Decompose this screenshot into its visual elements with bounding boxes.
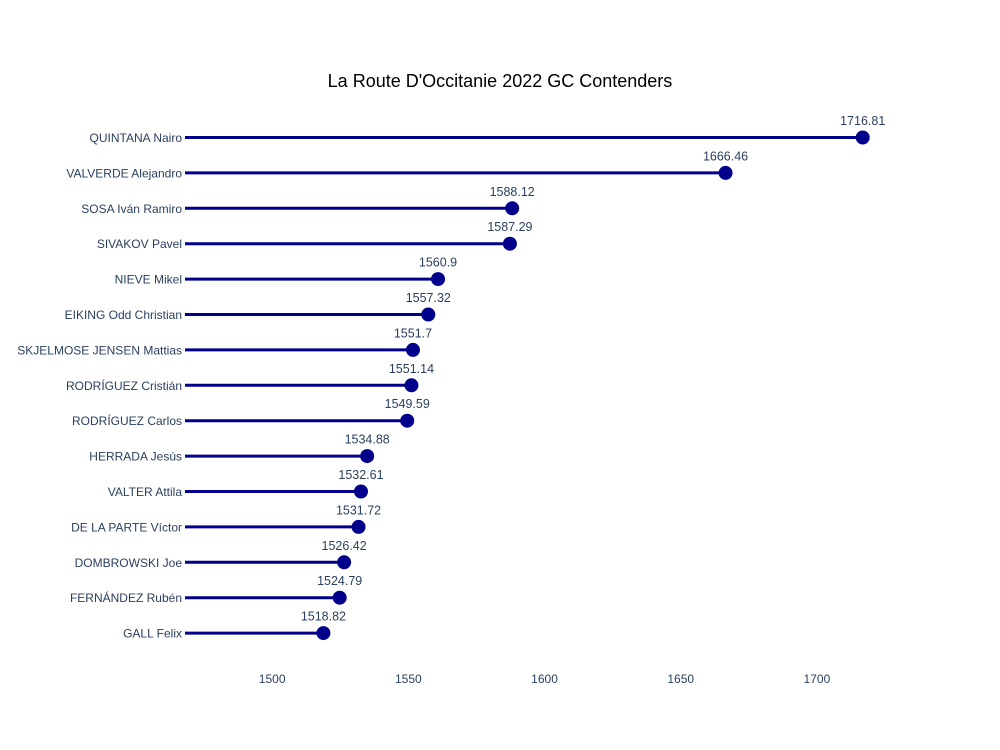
y-tick-label: SKJELMOSE JENSEN Mattias	[17, 343, 182, 357]
data-label: 1526.42	[322, 539, 367, 553]
y-tick-label: RODRÍGUEZ Carlos	[72, 413, 182, 428]
x-tick-label: 1650	[667, 672, 694, 686]
y-tick-label: DE LA PARTE Víctor	[71, 520, 182, 534]
data-label: 1549.59	[385, 397, 430, 411]
y-tick-label: EIKING Odd Christian	[65, 308, 182, 322]
y-tick-label: QUINTANA Nairo	[90, 131, 183, 145]
data-label: 1666.46	[703, 149, 748, 163]
y-axis: QUINTANA Nairo VALVERDE Alejandro SOSA Ivá…	[17, 131, 182, 641]
lollipop-point	[421, 307, 436, 322]
lollipop-point	[337, 555, 352, 570]
lollipop-point	[400, 413, 415, 428]
y-tick-label: VALTER Attila	[108, 485, 183, 499]
data-label: 1588.12	[490, 185, 535, 199]
data-label: 1587.29	[487, 220, 532, 234]
x-tick-label: 1500	[259, 672, 286, 686]
y-tick-label: RODRÍGUEZ Cristián	[66, 378, 182, 393]
x-tick-label: 1600	[531, 672, 558, 686]
y-tick-label: SOSA Iván Ramiro	[81, 202, 182, 216]
lollipop-point	[405, 342, 420, 357]
lollipop-point	[360, 449, 375, 464]
data-label: 1531.72	[336, 503, 381, 517]
x-tick-label: 1550	[395, 672, 422, 686]
data-label: 1716.81	[840, 114, 885, 128]
y-tick-label: DOMBROWSKI Joe	[75, 556, 183, 570]
data-label: 1524.79	[317, 574, 362, 588]
y-tick-label: FERNÁNDEZ Rubén	[70, 590, 182, 605]
plot-area: 1716.81 1666.46 1588.12 1587.29 1560.9 1557.3…	[185, 114, 885, 641]
data-label: 1551.7	[394, 326, 432, 340]
lollipop-point	[718, 165, 733, 180]
x-tick-label: 1700	[804, 672, 831, 686]
lollipop-point	[502, 236, 517, 251]
lollipop-point	[332, 590, 347, 605]
y-tick-label: HERRADA Jesús	[89, 450, 182, 464]
y-tick-label: NIEVE Mikel	[115, 273, 182, 287]
y-tick-label: GALL Felix	[123, 627, 182, 641]
data-label: 1534.88	[345, 433, 390, 447]
data-label: 1532.61	[338, 468, 383, 482]
lollipop-point	[316, 626, 331, 641]
data-label: 1557.32	[406, 291, 451, 305]
x-axis: 1500 1550 1600 1650 1700	[259, 672, 831, 686]
y-tick-label: SIVAKOV Pavel	[97, 237, 182, 251]
chart-title: La Route D'Occitanie 2022 GC Contenders	[328, 71, 673, 91]
y-tick-label: VALVERDE Alejandro	[66, 166, 182, 180]
data-label: 1551.14	[389, 362, 434, 376]
data-label: 1560.9	[419, 256, 457, 270]
lollipop-point	[351, 519, 366, 534]
lollipop-point	[505, 201, 520, 216]
lollipop-point	[404, 378, 419, 393]
lollipop-point	[353, 484, 368, 499]
lollipop-point	[855, 130, 870, 145]
data-label: 1518.82	[301, 610, 346, 624]
lollipop-point	[431, 272, 446, 287]
